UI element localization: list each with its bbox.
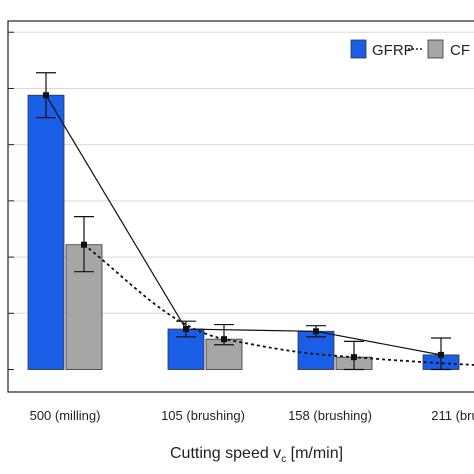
legend-gfrp-label: GFRP bbox=[372, 42, 414, 59]
legend-cf-swatch bbox=[427, 39, 444, 59]
legend-cf-label: CF bbox=[450, 42, 470, 59]
legend: GFRP CF bbox=[350, 39, 470, 59]
trend-line-cf bbox=[83, 244, 474, 366]
bars bbox=[27, 94, 460, 370]
marker-gfrp bbox=[313, 328, 319, 335]
trend-line-gfrp bbox=[45, 94, 442, 356]
marker-gfrp bbox=[183, 326, 189, 333]
marker-cf bbox=[81, 241, 87, 248]
marker-cf bbox=[221, 336, 227, 343]
x-tick-label: 211 (bru bbox=[431, 408, 474, 423]
bar-gfrp-0 bbox=[27, 94, 65, 370]
marker-gfrp bbox=[43, 92, 49, 99]
bar-cf-1 bbox=[205, 338, 243, 370]
x-tick-label: 158 (brushing) bbox=[288, 408, 372, 423]
trend-lines bbox=[43, 92, 474, 366]
legend-gfrp-swatch bbox=[350, 39, 367, 59]
marker-gfrp bbox=[438, 351, 444, 358]
x-axis-title: Cutting speed vc [m/min] bbox=[170, 445, 343, 465]
bar-gfrp-2 bbox=[297, 330, 335, 370]
y-ticks bbox=[8, 31, 14, 371]
marker-cf bbox=[351, 354, 357, 361]
x-tick-label: 500 (milling) bbox=[30, 408, 101, 423]
bar-gfrp-1 bbox=[167, 328, 205, 370]
x-tick-label: 105 (brushing) bbox=[161, 408, 245, 423]
bar-cf-0 bbox=[65, 244, 103, 370]
x-tick-labels: 500 (milling) 105 (brushing) 158 (brushing… bbox=[30, 408, 474, 423]
